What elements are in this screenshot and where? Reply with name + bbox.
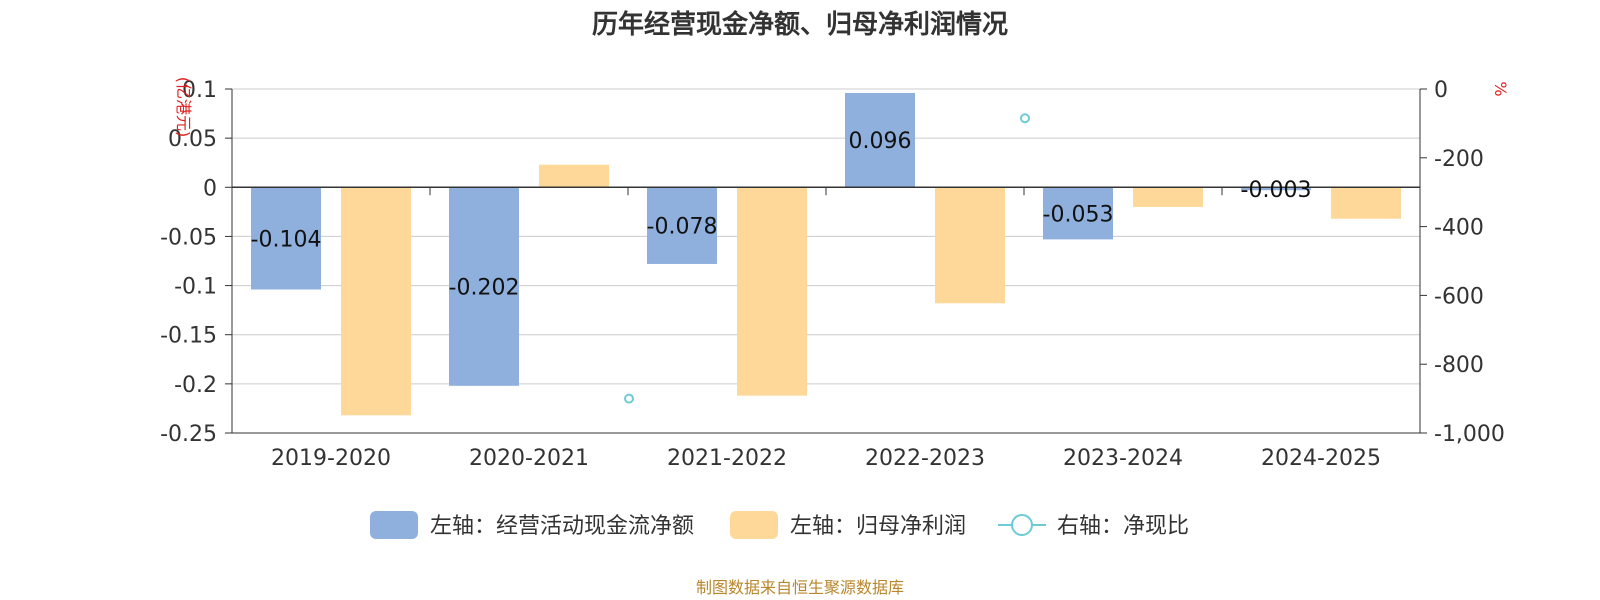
left-axis-unit: (亿港元) [174, 77, 193, 138]
right-tick-label: -800 [1434, 353, 1484, 378]
right-tick-label: 0 [1434, 78, 1448, 103]
legend-label-cashflow: 左轴：经营活动现金流净额 [430, 514, 694, 539]
data-label: -0.003 [1241, 178, 1312, 203]
right-tick-label: -200 [1434, 147, 1484, 172]
data-label: 0.096 [849, 129, 912, 154]
axes: 0.1 0.05 0 -0.05 -0.1 -0.15 -0.2 -0.25 0 -200 -400… [160, 77, 1510, 471]
left-tick-label: 0.05 [168, 127, 217, 152]
x-tick-label: 2024-2025 [1261, 446, 1381, 471]
data-labels: -0.104 -0.202 -0.078 0.096 -0.053 -0.003 [251, 129, 1312, 300]
bar [449, 187, 519, 386]
chart-title: 历年经营现金净额、归母净利润情况 [592, 9, 1008, 40]
left-tick-label: -0.25 [160, 422, 217, 447]
data-label: -0.202 [449, 276, 520, 301]
left-tick-label: -0.1 [174, 275, 217, 300]
scatter-points [624, 113, 1030, 404]
legend-swatch-cashflow [370, 511, 418, 539]
x-tick-label: 2021-2022 [667, 446, 787, 471]
x-tick-label: 2019-2020 [271, 446, 391, 471]
legend-label-ratio: 右轴：净现比 [1057, 514, 1189, 539]
right-tick-label: -1,000 [1434, 422, 1505, 447]
bar [1331, 187, 1401, 219]
right-tick-label: -400 [1434, 216, 1484, 241]
right-tick-label: -600 [1434, 284, 1484, 309]
scatter-point [624, 393, 634, 404]
legend-swatch-profit [730, 511, 778, 539]
bar [1043, 187, 1113, 240]
legend-marker-ratio [1011, 514, 1033, 536]
x-tick-label: 2020-2021 [469, 446, 589, 471]
bar-marks [251, 92, 1401, 416]
bar [1133, 187, 1203, 207]
source-note: 制图数据来自恒生聚源数据库 [696, 578, 904, 597]
left-tick-label: -0.2 [174, 373, 217, 398]
data-label: -0.053 [1043, 202, 1114, 227]
data-label: -0.078 [647, 215, 718, 240]
right-axis-unit: % [1491, 81, 1510, 96]
bar [539, 164, 609, 188]
x-tick-label: 2023-2024 [1063, 446, 1183, 471]
left-tick-label: -0.05 [160, 225, 217, 250]
left-tick-label: 0.1 [182, 78, 217, 103]
bar [647, 187, 717, 264]
bar [341, 187, 411, 416]
bar [845, 92, 915, 188]
x-tick-label: 2022-2023 [865, 446, 985, 471]
data-label: -0.104 [251, 227, 322, 252]
bar [737, 187, 807, 396]
bar [251, 187, 321, 290]
bar [1241, 187, 1311, 191]
bar [935, 187, 1005, 304]
left-tick-label: -0.15 [160, 324, 217, 349]
left-tick-label: 0 [203, 176, 217, 201]
legend-label-profit: 左轴：归母净利润 [790, 514, 966, 539]
legend: 左轴：经营活动现金流净额 左轴：归母净利润 右轴：净现比 [370, 511, 1189, 539]
scatter-point [1020, 113, 1030, 124]
